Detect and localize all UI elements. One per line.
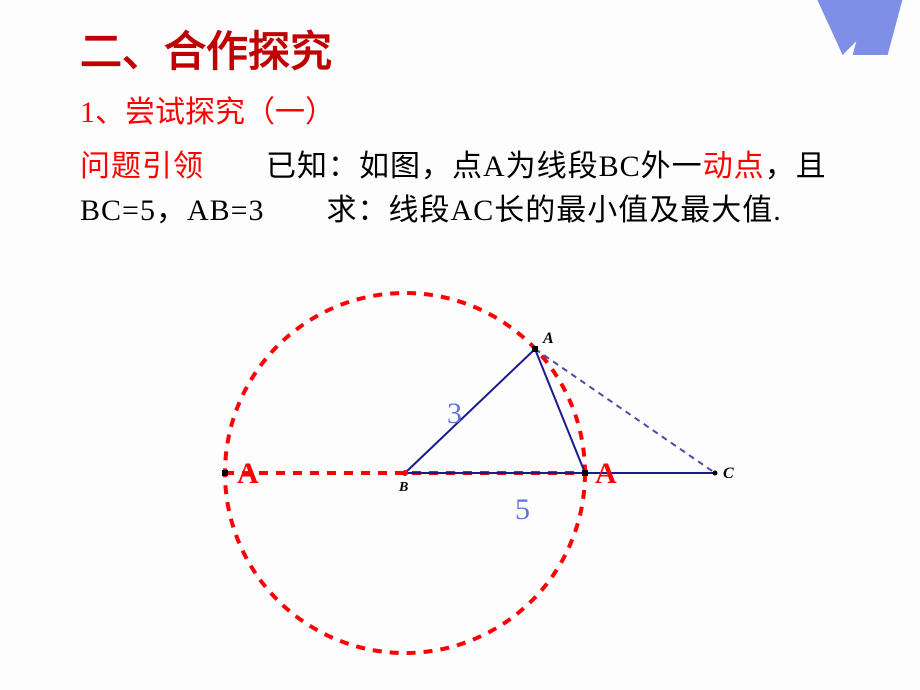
label-A: A [542,330,554,347]
marker-A-left [222,470,228,476]
marker-A-top [532,346,538,352]
label-A-min: A [237,457,259,490]
label-B: B [398,480,408,495]
segment-BA [405,349,535,473]
text-span: 已知：如图，点A为线段BC外一 [204,150,703,183]
label-A-max: A [595,457,617,490]
text-span: 动点 [703,150,765,183]
slide-content: 二、合作探究 1、尝试探究（一） 问题引领 已知：如图，点A为线段BC外一动点，… [0,0,920,673]
marker-C [713,471,718,476]
marker-A-right [582,470,588,476]
label-C: C [723,465,734,482]
marker-B [402,470,408,476]
figure-container: A B C A A 3 5 [80,273,870,673]
corner-decor [803,0,898,55]
label-5: 5 [515,493,530,526]
text-span: 问题引领 [80,150,204,183]
problem-text: 问题引领 已知：如图，点A为线段BC外一动点，且BC=5，AB=3 求：线段AC… [80,145,870,233]
geometry-figure: A B C A A 3 5 [215,273,735,673]
segment-AC-dashed [535,349,715,473]
segment-A-to-right [535,349,585,473]
section-heading: 二、合作探究 [80,18,870,79]
label-3: 3 [447,397,462,430]
sub-heading: 1、尝试探究（一） [80,87,870,131]
